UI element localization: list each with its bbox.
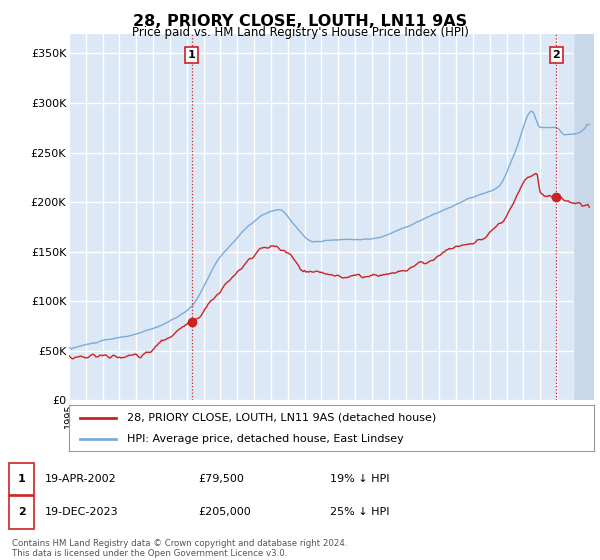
Text: HPI: Average price, detached house, East Lindsey: HPI: Average price, detached house, East… — [127, 434, 404, 444]
Text: 1: 1 — [18, 474, 25, 484]
Text: £205,000: £205,000 — [198, 507, 251, 517]
Text: 19-APR-2002: 19-APR-2002 — [45, 474, 117, 484]
Text: 2: 2 — [18, 507, 25, 517]
Text: 28, PRIORY CLOSE, LOUTH, LN11 9AS (detached house): 28, PRIORY CLOSE, LOUTH, LN11 9AS (detac… — [127, 413, 436, 423]
Text: 19% ↓ HPI: 19% ↓ HPI — [330, 474, 389, 484]
Text: Contains HM Land Registry data © Crown copyright and database right 2024.
This d: Contains HM Land Registry data © Crown c… — [12, 539, 347, 558]
Bar — [574, 34, 594, 400]
Text: 28, PRIORY CLOSE, LOUTH, LN11 9AS: 28, PRIORY CLOSE, LOUTH, LN11 9AS — [133, 14, 467, 29]
Text: 2: 2 — [553, 50, 560, 60]
Text: 25% ↓ HPI: 25% ↓ HPI — [330, 507, 389, 517]
Text: Price paid vs. HM Land Registry's House Price Index (HPI): Price paid vs. HM Land Registry's House … — [131, 26, 469, 39]
Text: 19-DEC-2023: 19-DEC-2023 — [45, 507, 119, 517]
Text: £79,500: £79,500 — [198, 474, 244, 484]
Text: 1: 1 — [188, 50, 196, 60]
